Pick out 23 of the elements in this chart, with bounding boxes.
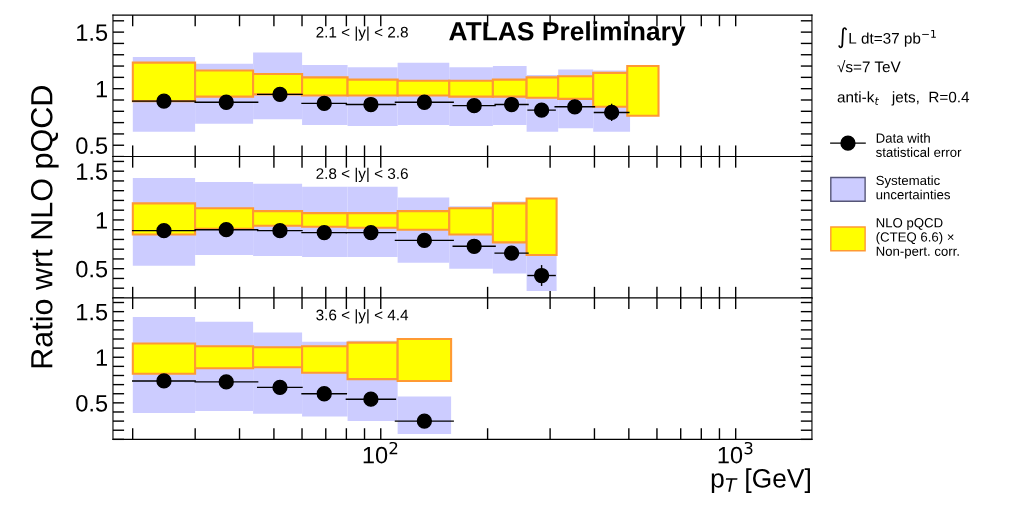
y-tick-label: 0.5: [76, 260, 108, 278]
y-tick-label: 1.5: [77, 303, 108, 321]
text: ∫L dt=37 pb$^{−1}$: [838, 27, 936, 49]
y-tick-label: 1.5: [77, 24, 108, 41]
y-tick-label: 1: [96, 212, 107, 229]
legend-label: Systematic uncertainties: [876, 175, 951, 200]
annotation: 2.8 < |y| < 3.6: [316, 167, 408, 183]
y-tick-label: 1: [96, 349, 107, 366]
y-axis-title: Ratio wrt NLO pQCD: [30, 86, 59, 368]
annotation: 2.1 < |y| < 2.8: [316, 26, 408, 41]
y-tick-label: 0.5: [76, 394, 108, 412]
x-tick-label: 10$^{2}$: [363, 441, 398, 464]
legend-label: NLO pQCD (CTEQ 6.6) × Non-pert. corr.: [876, 218, 959, 259]
y-tick-label: 1: [96, 80, 107, 98]
text: √s=7 TeV: [837, 60, 901, 73]
text: anti-k$_{t}$ jets, R=0.4: [837, 91, 970, 106]
annotation: ATLAS Preliminary: [449, 21, 686, 46]
y-tick-label: 0.5: [76, 137, 108, 155]
annotation: 3.6 < |y| < 4.4: [316, 309, 409, 324]
legend-label: Data with statistical error: [876, 133, 962, 157]
x-axis-title: p$_{T}$ [GeV]: [711, 468, 810, 493]
x-tick-label: 10$^{3}$: [718, 441, 753, 464]
y-tick-label: 1.5: [77, 163, 108, 180]
